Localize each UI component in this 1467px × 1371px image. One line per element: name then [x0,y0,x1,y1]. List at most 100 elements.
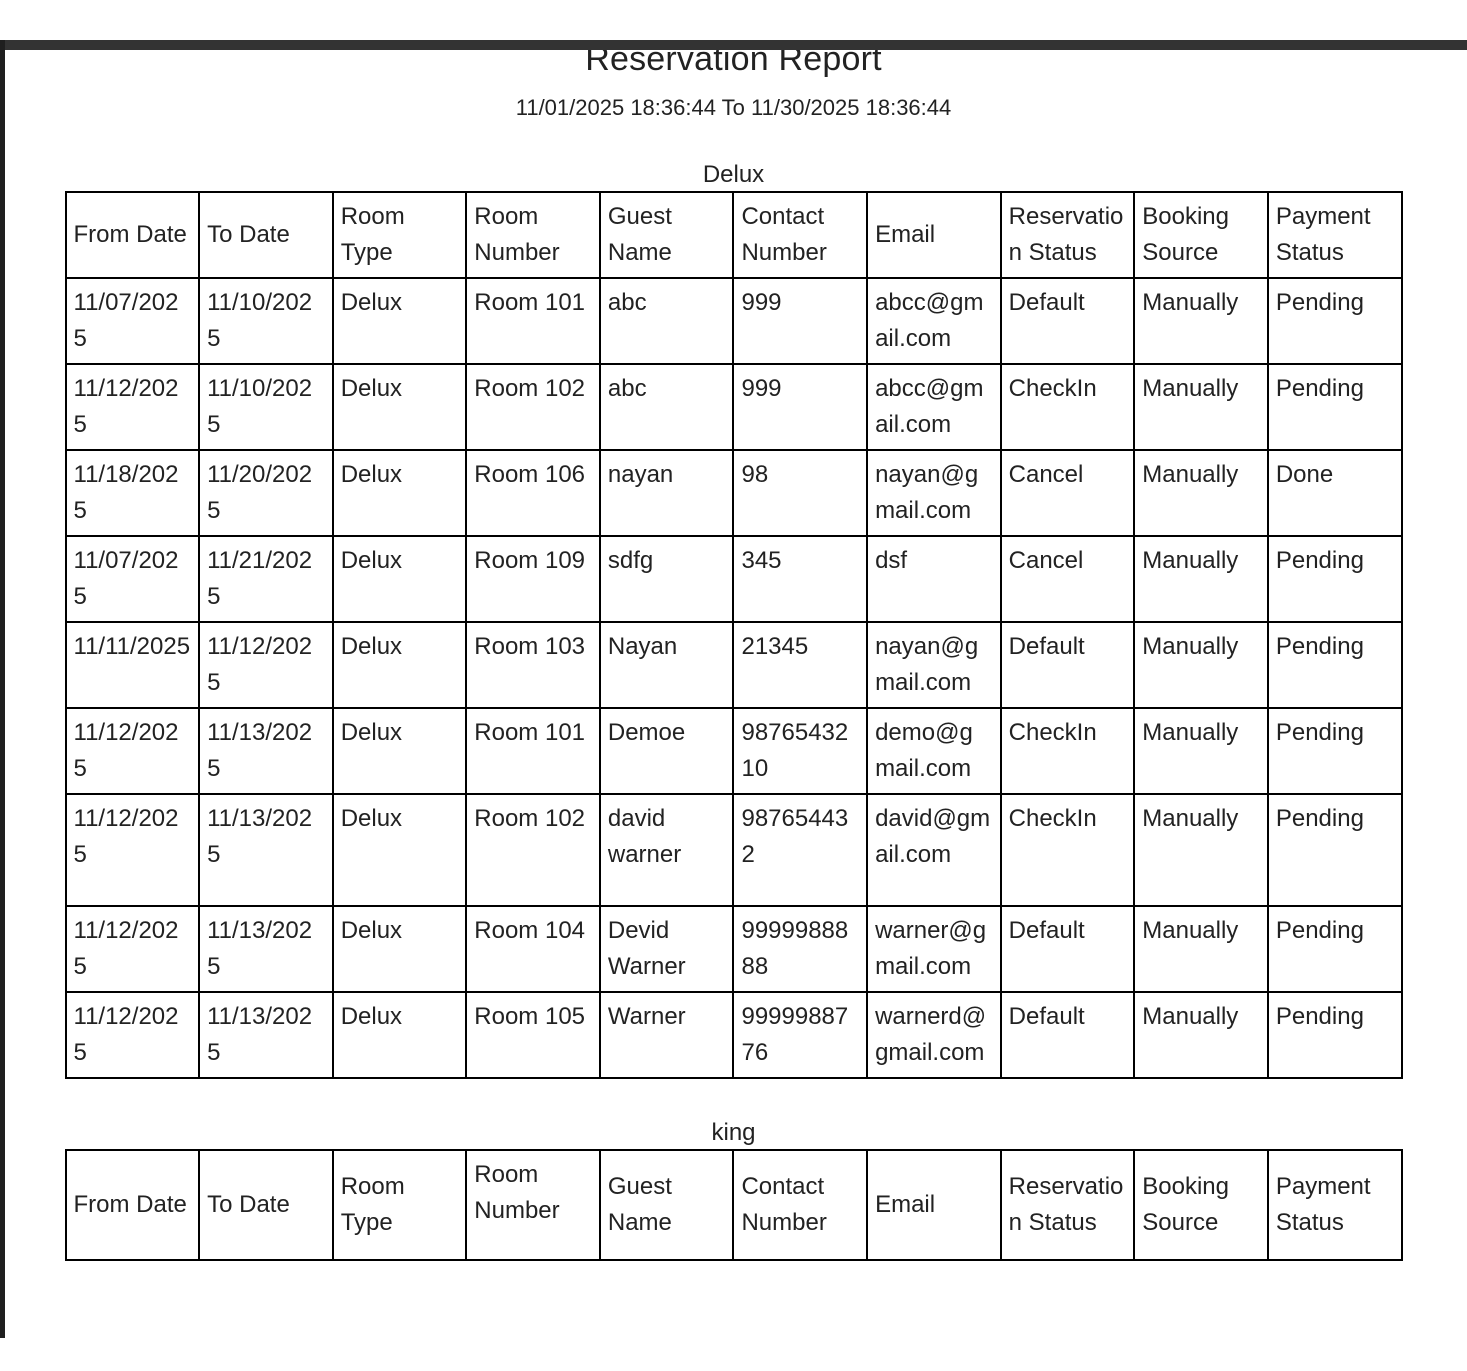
table-cell: nayan@gmail.com [866,621,1002,709]
table-cell: Delux [331,905,468,993]
column-header: Booking Source [1133,1149,1269,1261]
table-cell: 11/10/2025 [198,363,334,451]
table-cell: Room 109 [465,535,601,623]
column-header: Payment Status [1266,191,1403,279]
table-cell: Pending [1266,535,1403,623]
table-cell: Room 106 [465,449,601,537]
column-header: Room Type [331,1149,468,1261]
table-cell: Pending [1266,707,1403,795]
table-row: 11/12/2025 11/13/2025 Delux Room 101 Demoe 98… [64,707,1403,795]
table-cell: Room 102 [465,363,601,451]
table-cell: warner@gmail.com [866,905,1002,993]
column-header: Room Number [465,191,601,279]
table-cell: demo@gmail.com [866,707,1002,795]
table-cell: 11/10/2025 [198,277,334,365]
column-header: Guest Name [598,191,735,279]
table-cell: Room 101 [465,707,601,795]
table-cell: 11/20/2025 [198,449,334,537]
column-header: From Date [64,191,201,279]
table-cell: Manually [1133,363,1269,451]
table-row: 11/11/2025 11/12/2025 Delux Room 103 Nayan 21… [64,621,1403,709]
table-cell: Manually [1133,449,1269,537]
table-cell: Pending [1266,621,1403,709]
table-cell: 345 [732,535,869,623]
table-row: 11/12/2025 11/13/2025 Delux Room 102 david w… [64,793,1403,907]
table-cell: 11/13/2025 [198,707,334,795]
table-cell: Delux [331,793,468,907]
table-header-row: From Date To Date Room Type Room Number Gues… [64,191,1403,279]
table-cell: 11/11/2025 [64,621,201,709]
table-cell: Done [1266,449,1403,537]
table-cell: 999 [732,277,869,365]
table-cell: 21345 [732,621,869,709]
table-cell: 999 [732,363,869,451]
table-cell: Default [999,277,1136,365]
table-cell: Manually [1133,621,1269,709]
table-cell: Devid Warner [598,905,735,993]
table-cell: 11/12/2025 [64,991,201,1079]
column-header: Reservation Status [999,191,1136,279]
table-cell: Pending [1266,363,1403,451]
column-header: Booking Source [1133,191,1269,279]
table-cell: Room 103 [465,621,601,709]
column-header: Room Type [331,191,468,279]
table-cell: Delux [331,449,468,537]
column-header: Payment Status [1266,1149,1403,1261]
table-cell: 11/13/2025 [198,905,334,993]
column-header: To Date [198,1149,334,1261]
report-date-range: 11/01/2025 18:36:44 To 11/30/2025 18:36:… [515,95,952,120]
table-cell: 9876543210 [732,707,869,795]
table-cell: CheckIn [999,707,1136,795]
table-cell: 11/12/2025 [64,707,201,795]
section-title: king [711,1119,756,1146]
table-header-row: From Date To Date Room Type Room Number Gues… [64,1149,1403,1261]
table-cell: Pending [1266,905,1403,993]
table-cell: Manually [1133,905,1269,993]
table-cell: Manually [1133,991,1269,1079]
column-header: From Date [64,1149,201,1261]
column-header: To Date [198,191,334,279]
reservation-table: From Date To Date Room Type Room Number Gues… [64,191,1403,1079]
table-cell: abcc@gmail.com [866,363,1002,451]
table-cell: Room 101 [465,277,601,365]
table-cell: 11/12/2025 [64,793,201,907]
table-cell: 11/18/2025 [64,449,201,537]
table-cell: Default [999,991,1136,1079]
table-cell: Demoe [598,707,735,795]
table-row: 11/12/2025 11/10/2025 Delux Room 102 abc 999 a… [64,363,1403,451]
table-cell: dsf [866,535,1002,623]
table-cell: david warner [598,793,735,907]
table-cell: Room 105 [465,991,601,1079]
table-cell: Manually [1133,535,1269,623]
report-sections: Delux From Date To Date Room Type Room Numbe… [0,161,1467,1261]
column-header: Email [866,191,1002,279]
table-cell: 9999988776 [732,991,869,1079]
table-cell: Manually [1133,707,1269,795]
table-cell: 11/12/2025 [198,621,334,709]
table-cell: Pending [1266,277,1403,365]
table-cell: 9999988888 [732,905,869,993]
column-header: Room Number [465,1149,601,1261]
column-header: Reservation Status [999,1149,1136,1261]
table-cell: david@gmail.com [866,793,1002,907]
column-header: Contact Number [732,1149,869,1261]
table-cell: Delux [331,277,468,365]
table-cell: Cancel [999,535,1136,623]
table-cell: 11/21/2025 [198,535,334,623]
table-cell: Default [999,621,1136,709]
table-cell: abc [598,363,735,451]
table-cell: Delux [331,991,468,1079]
column-header: Guest Name [598,1149,735,1261]
table-cell: Warner [598,991,735,1079]
column-header: Email [866,1149,1002,1261]
page-frame-left-edge [0,40,5,1338]
table-cell: Manually [1133,793,1269,907]
reservation-table: From Date To Date Room Type Room Number Gues… [64,1149,1403,1261]
table-cell: abc [598,277,735,365]
table-cell: 987654432 [732,793,869,907]
table-cell: CheckIn [999,793,1136,907]
table-row: 11/07/2025 11/21/2025 Delux Room 109 sdfg 345… [64,535,1403,623]
table-cell: 11/07/2025 [64,535,201,623]
table-cell: Room 102 [465,793,601,907]
table-cell: Pending [1266,793,1403,907]
